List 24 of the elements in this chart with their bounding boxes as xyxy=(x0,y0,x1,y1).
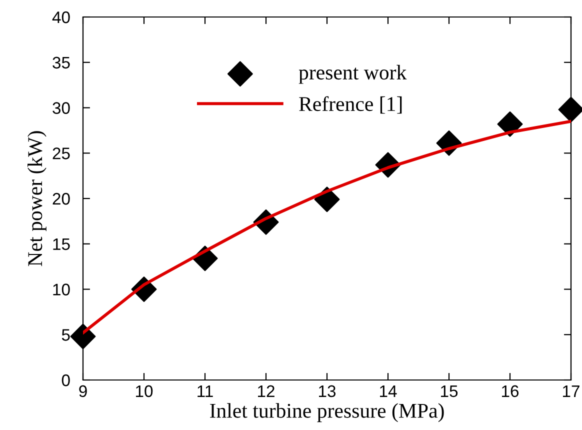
x-tick-label: 17 xyxy=(563,385,580,397)
x-tick-label: 14 xyxy=(380,385,397,397)
y-axis-title: Net power (kW) xyxy=(28,131,46,266)
y-tick-label: 30 xyxy=(52,102,70,114)
x-tick-label: 11 xyxy=(198,385,213,397)
legend-label: present work xyxy=(298,64,407,84)
x-tick-label: 10 xyxy=(136,385,153,398)
x-tick-label: 16 xyxy=(502,385,519,398)
y-tick-label: 40 xyxy=(52,11,70,24)
x-tick-label: 15 xyxy=(441,385,458,398)
y-tick-label: 0 xyxy=(62,374,70,386)
x-tick-label: 13 xyxy=(319,385,336,398)
point xyxy=(497,111,523,137)
y-tick-label: 25 xyxy=(52,148,70,160)
x-axis-title: Inlet turbine pressure (MPa) xyxy=(210,403,444,422)
x-tick-label: 12 xyxy=(258,385,274,397)
legend-label: Refrence [1] xyxy=(299,96,402,114)
point xyxy=(70,324,96,350)
y-tick-label: 20 xyxy=(52,192,70,205)
y-tick-label: 15 xyxy=(53,238,70,250)
y-tick-label: 5 xyxy=(62,329,70,341)
y-tick-label: 35 xyxy=(52,56,70,69)
y-tick-label: 10 xyxy=(53,284,70,296)
x-tick-label: 9 xyxy=(79,385,87,398)
